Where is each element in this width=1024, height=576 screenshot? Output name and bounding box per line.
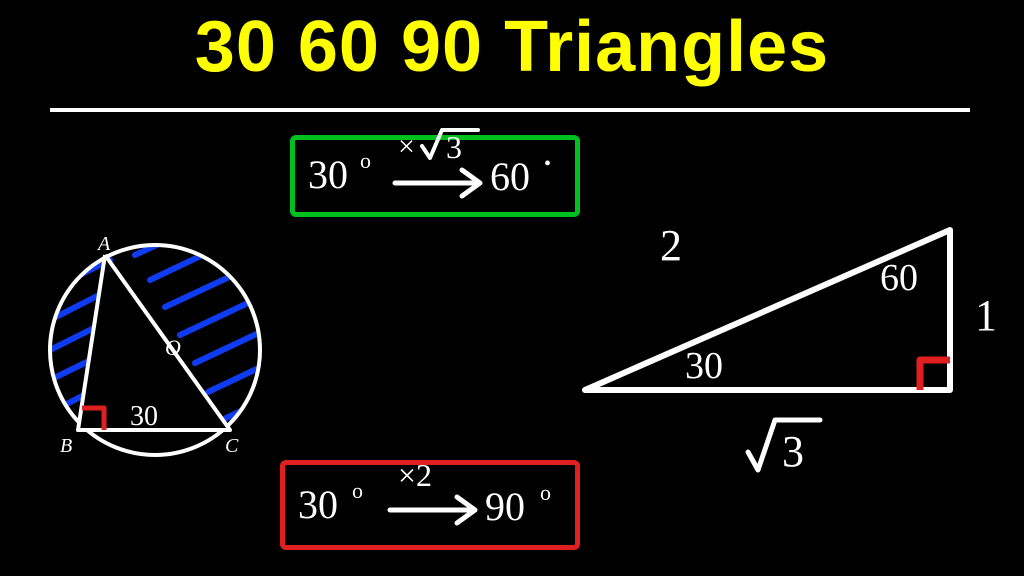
svg-text:1: 1 (975, 291, 997, 340)
svg-text:30: 30 (685, 345, 723, 387)
svg-text:2: 2 (660, 221, 682, 270)
svg-text:60: 60 (880, 257, 918, 299)
svg-text:3: 3 (782, 427, 804, 476)
big-triangle: 2 1 3 30 60 (0, 0, 1024, 576)
